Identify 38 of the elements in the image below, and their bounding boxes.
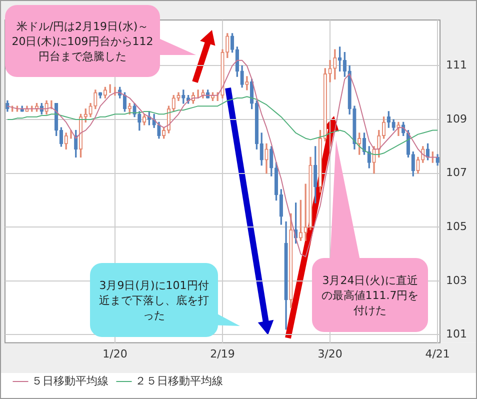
candlestick [328, 60, 332, 82]
candlestick [416, 156, 420, 174]
x-tick-label: 1/20 [102, 347, 128, 360]
candlestick [372, 146, 376, 174]
candlestick [122, 92, 127, 112]
candlestick [352, 106, 356, 150]
candlestick [220, 49, 224, 98]
y-tick-label: 101 [446, 328, 468, 341]
annotation: 米ドル/円は2月19日(水)～20日(木)に109円台から112円台まで急騰した [11, 18, 154, 64]
candlestick [240, 65, 244, 88]
candlestick [308, 156, 312, 230]
y-tick-label: 107 [446, 166, 468, 180]
candlestick [6, 100, 10, 112]
legend-label: ５日移動平均線 [32, 374, 108, 388]
annotation: 3月24日(火)に直近の最高値111.7円を付けた [320, 272, 420, 318]
y-tick-label: 105 [446, 220, 468, 233]
y-tick-label: 111 [446, 58, 468, 72]
x-tick-label: 2/19 [210, 347, 235, 360]
candlestick [176, 92, 180, 102]
candlestick [284, 221, 288, 330]
candlestick [94, 90, 98, 110]
candlestick [230, 33, 234, 53]
legend-label: ２５日移動平均線 [135, 374, 223, 388]
x-tick-label: 4/21 [425, 347, 450, 360]
y-tick-label: 103 [446, 274, 468, 287]
candlestick [182, 90, 186, 104]
x-tick-label: 3/20 [318, 347, 342, 360]
candlestick [333, 49, 337, 80]
candlestick [289, 213, 293, 308]
candlestick [157, 122, 161, 139]
candlestick [88, 103, 92, 118]
y-tick-label: 109 [446, 112, 468, 126]
candlestick [264, 143, 268, 174]
candlestick [245, 76, 249, 90]
candlestick [270, 146, 274, 176]
candlestick [436, 154, 440, 166]
candlestick [411, 151, 415, 176]
annotation: 3月9日(月)に101円付近まで下落し、底を打った [98, 278, 210, 322]
